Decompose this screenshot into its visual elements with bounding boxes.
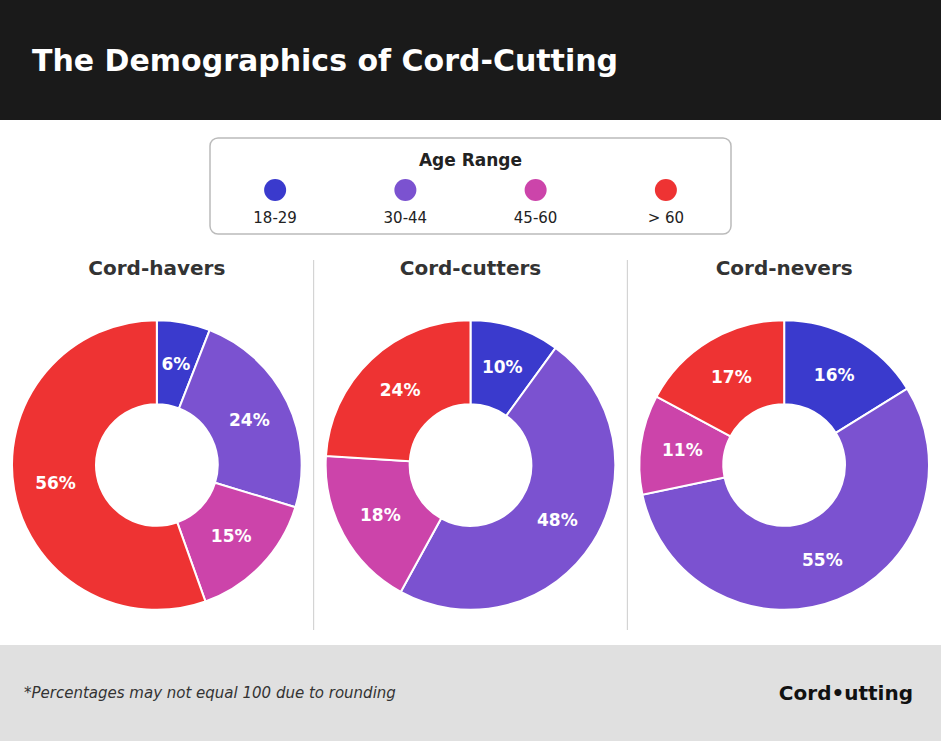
data-label: 56% — [35, 473, 76, 493]
donut-slice — [179, 330, 302, 507]
legend-swatch — [525, 179, 547, 201]
data-label: 24% — [380, 380, 421, 400]
background — [0, 0, 941, 741]
legend-label: 18-29 — [253, 209, 297, 227]
legend-label: > 60 — [648, 209, 684, 227]
data-label: 48% — [537, 510, 578, 530]
data-label: 11% — [662, 440, 703, 460]
donut-slice — [326, 456, 442, 592]
chart-root: The Demographics of Cord-Cutting Age Rang… — [0, 0, 941, 741]
chart-svg: The Demographics of Cord-Cutting Age Rang… — [0, 0, 941, 741]
chart-title: Cord-cutters — [400, 256, 541, 280]
legend-swatch — [394, 179, 416, 201]
legend-label: 45-60 — [514, 209, 558, 227]
legend-swatch — [655, 179, 677, 201]
data-label: 6% — [161, 354, 190, 374]
data-label: 55% — [802, 550, 843, 570]
footer — [0, 645, 941, 741]
data-label: 10% — [482, 357, 523, 377]
donut-chart: Cord-havers — [12, 256, 302, 610]
divider — [627, 260, 628, 630]
data-label: 17% — [711, 367, 752, 387]
legend-swatch — [264, 179, 286, 201]
data-label: 16% — [814, 365, 855, 385]
data-label: 24% — [229, 410, 270, 430]
logo: Cord•utting — [779, 681, 913, 705]
data-labels: 6% 24% 15% 56% — [35, 354, 270, 546]
title: The Demographics of Cord-Cutting — [32, 43, 618, 78]
chart-title: Cord-havers — [88, 256, 225, 280]
legend-label: 30-44 — [384, 209, 428, 227]
donut-chart: Cord-nevers — [639, 256, 929, 610]
data-label: 18% — [360, 505, 401, 525]
legend: Age Range 18-29 30-44 45-60 > 60 — [210, 138, 731, 234]
divider — [313, 260, 314, 630]
footnote: *Percentages may not equal 100 due to ro… — [24, 684, 396, 702]
title-banner — [0, 0, 941, 120]
data-labels: 10% 48% 18% 24% — [360, 357, 578, 530]
donut-slice — [657, 320, 785, 436]
legend-box — [210, 138, 731, 234]
legend-title: Age Range — [419, 150, 522, 170]
donut-chart: Cord-cutters — [326, 256, 616, 610]
data-labels: 16% 55% 11% 17% — [662, 365, 854, 570]
data-label: 15% — [211, 526, 252, 546]
donut-slice — [326, 320, 471, 461]
donut-slice — [12, 320, 205, 610]
chart-title: Cord-nevers — [716, 256, 853, 280]
